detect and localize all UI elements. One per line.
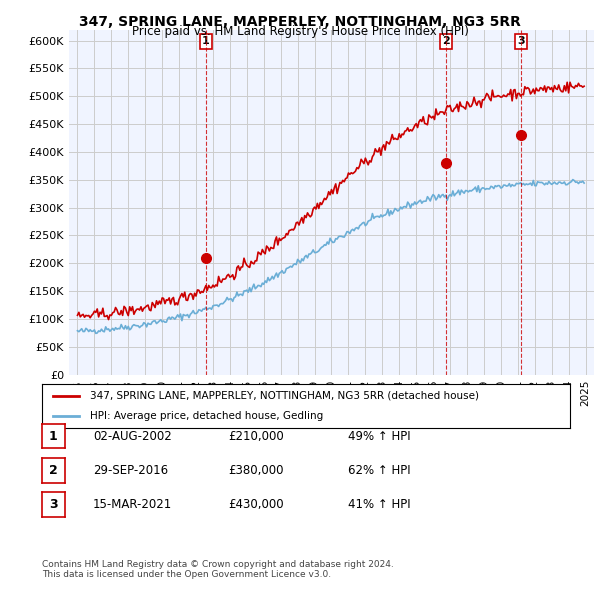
- Text: £210,000: £210,000: [228, 430, 284, 442]
- Text: 15-MAR-2021: 15-MAR-2021: [93, 498, 172, 511]
- Text: 1: 1: [202, 37, 210, 47]
- Text: 41% ↑ HPI: 41% ↑ HPI: [348, 498, 410, 511]
- Text: £430,000: £430,000: [228, 498, 284, 511]
- Text: 2: 2: [442, 37, 449, 47]
- Text: 49% ↑ HPI: 49% ↑ HPI: [348, 430, 410, 442]
- Text: Price paid vs. HM Land Registry's House Price Index (HPI): Price paid vs. HM Land Registry's House …: [131, 25, 469, 38]
- Text: 1: 1: [49, 430, 58, 442]
- Text: 02-AUG-2002: 02-AUG-2002: [93, 430, 172, 442]
- Text: 347, SPRING LANE, MAPPERLEY, NOTTINGHAM, NG3 5RR (detached house): 347, SPRING LANE, MAPPERLEY, NOTTINGHAM,…: [89, 391, 479, 401]
- Text: 62% ↑ HPI: 62% ↑ HPI: [348, 464, 410, 477]
- Text: 2: 2: [49, 464, 58, 477]
- Text: 29-SEP-2016: 29-SEP-2016: [93, 464, 168, 477]
- Text: Contains HM Land Registry data © Crown copyright and database right 2024.
This d: Contains HM Land Registry data © Crown c…: [42, 560, 394, 579]
- Text: 3: 3: [49, 498, 58, 511]
- Text: 3: 3: [517, 37, 525, 47]
- Text: 347, SPRING LANE, MAPPERLEY, NOTTINGHAM, NG3 5RR: 347, SPRING LANE, MAPPERLEY, NOTTINGHAM,…: [79, 15, 521, 29]
- Text: £380,000: £380,000: [228, 464, 284, 477]
- Text: HPI: Average price, detached house, Gedling: HPI: Average price, detached house, Gedl…: [89, 411, 323, 421]
